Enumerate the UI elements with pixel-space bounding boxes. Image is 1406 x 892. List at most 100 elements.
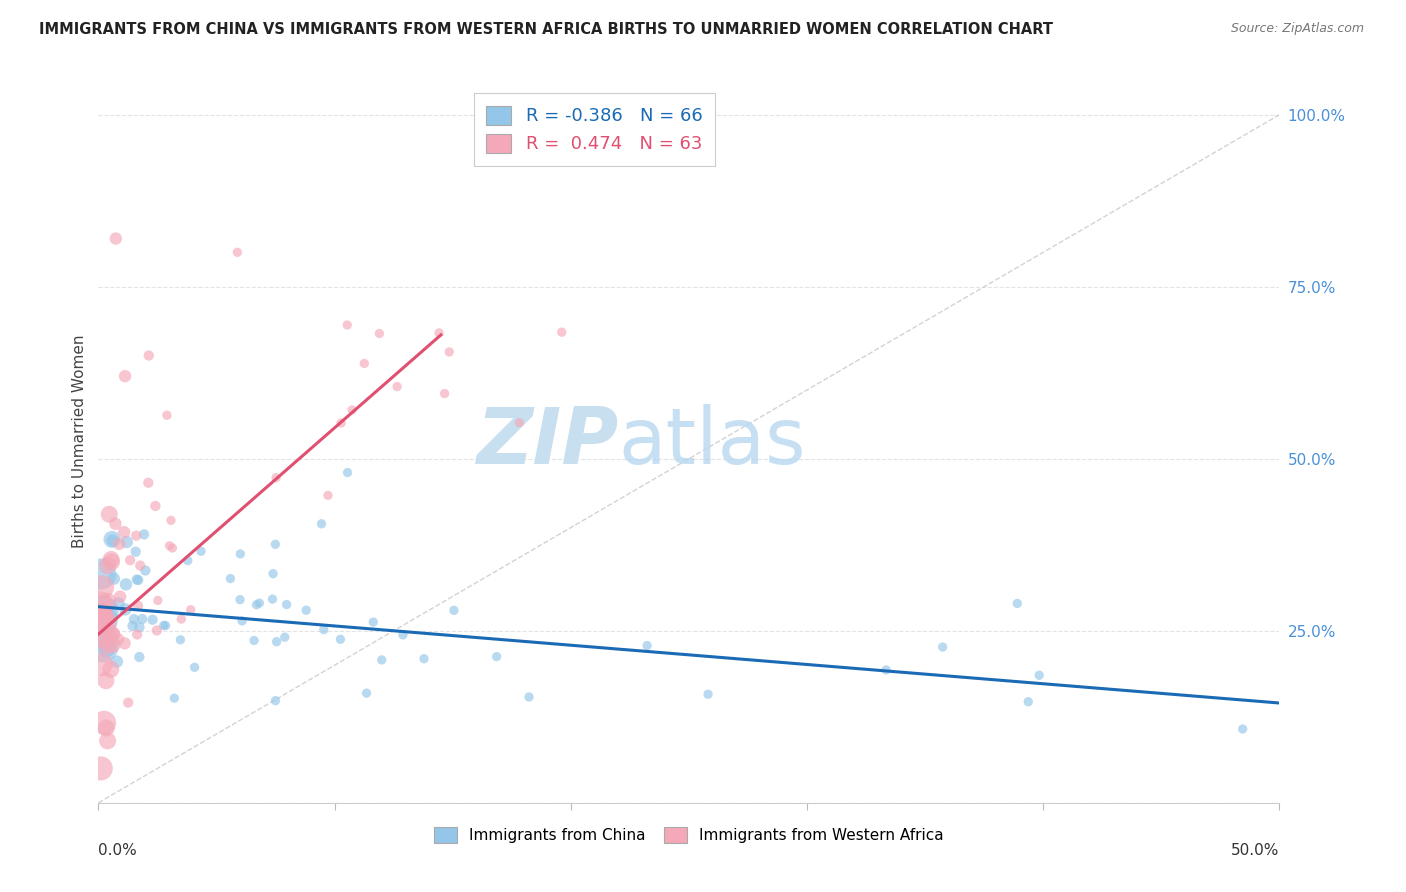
Point <box>129 558 152 573</box>
Point <box>370 653 392 667</box>
Point <box>353 356 375 370</box>
Point <box>121 619 143 633</box>
Point <box>170 612 193 626</box>
Point <box>90 567 112 582</box>
Point <box>100 662 122 676</box>
Point <box>427 326 450 340</box>
Text: Source: ZipAtlas.com: Source: ZipAtlas.com <box>1230 22 1364 36</box>
Point <box>97 558 120 573</box>
Point <box>107 632 129 647</box>
Point <box>131 612 153 626</box>
Point <box>90 761 112 775</box>
Point <box>146 593 169 607</box>
Point <box>101 533 124 548</box>
Point <box>160 513 183 527</box>
Text: IMMIGRANTS FROM CHINA VS IMMIGRANTS FROM WESTERN AFRICA BIRTHS TO UNMARRIED WOME: IMMIGRANTS FROM CHINA VS IMMIGRANTS FROM… <box>39 22 1053 37</box>
Point <box>433 386 456 401</box>
Text: 50.0%: 50.0% <box>1232 843 1279 857</box>
Point <box>91 604 114 618</box>
Point <box>231 614 253 628</box>
Point <box>90 657 112 672</box>
Point <box>163 691 186 706</box>
Point <box>127 573 149 587</box>
Point <box>180 603 202 617</box>
Point <box>96 639 118 653</box>
Point <box>264 693 287 707</box>
Point <box>96 721 118 735</box>
Point <box>100 555 122 569</box>
Point <box>368 326 391 341</box>
Point <box>330 416 353 430</box>
Point <box>311 516 333 531</box>
Point <box>125 528 148 542</box>
Point <box>1017 695 1039 709</box>
Text: 0.0%: 0.0% <box>98 843 138 857</box>
Point <box>107 597 129 611</box>
Point <box>229 547 252 561</box>
Point <box>115 577 138 591</box>
Point <box>101 533 124 547</box>
Point <box>103 572 125 586</box>
Point <box>124 545 146 559</box>
Point <box>551 325 574 339</box>
Point <box>114 602 136 616</box>
Point <box>875 663 897 677</box>
Point <box>276 598 298 612</box>
Point <box>132 527 155 541</box>
Point <box>93 715 115 730</box>
Y-axis label: Births to Unmarried Women: Births to Unmarried Women <box>72 334 87 549</box>
Point <box>340 403 363 417</box>
Point <box>98 507 121 521</box>
Point <box>128 620 150 634</box>
Point <box>136 475 159 490</box>
Point <box>274 630 297 644</box>
Point <box>134 564 156 578</box>
Point <box>508 416 530 430</box>
Text: ZIP: ZIP <box>475 403 619 480</box>
Point <box>361 615 384 629</box>
Point <box>108 590 131 604</box>
Point <box>1007 597 1029 611</box>
Point <box>229 592 252 607</box>
Point <box>517 690 540 704</box>
Point <box>226 245 249 260</box>
Point <box>94 673 117 688</box>
Point <box>177 553 200 567</box>
Point <box>94 626 117 640</box>
Point <box>247 596 270 610</box>
Point <box>112 525 135 540</box>
Point <box>697 687 720 701</box>
Point <box>262 566 284 581</box>
Point <box>266 634 288 648</box>
Point <box>392 628 415 642</box>
Point <box>104 516 127 531</box>
Point <box>152 618 174 632</box>
Point <box>104 231 127 245</box>
Point <box>125 573 148 587</box>
Point <box>336 318 359 332</box>
Point <box>128 650 150 665</box>
Legend: Immigrants from China, Immigrants from Western Africa: Immigrants from China, Immigrants from W… <box>427 822 950 849</box>
Point <box>93 615 115 630</box>
Point <box>101 638 124 652</box>
Point <box>156 409 179 423</box>
Point <box>312 623 335 637</box>
Point <box>97 594 120 608</box>
Point <box>443 603 465 617</box>
Point <box>127 627 149 641</box>
Point <box>245 598 267 612</box>
Point <box>115 535 138 549</box>
Point <box>120 553 142 567</box>
Point <box>159 539 181 553</box>
Point <box>105 655 128 669</box>
Point <box>264 471 287 485</box>
Point <box>145 499 167 513</box>
Point <box>336 466 359 480</box>
Point <box>90 607 112 622</box>
Point <box>93 630 115 644</box>
Point <box>114 369 136 384</box>
Point <box>385 379 408 393</box>
Point <box>1232 722 1254 736</box>
Point <box>439 345 461 359</box>
Point <box>485 649 508 664</box>
